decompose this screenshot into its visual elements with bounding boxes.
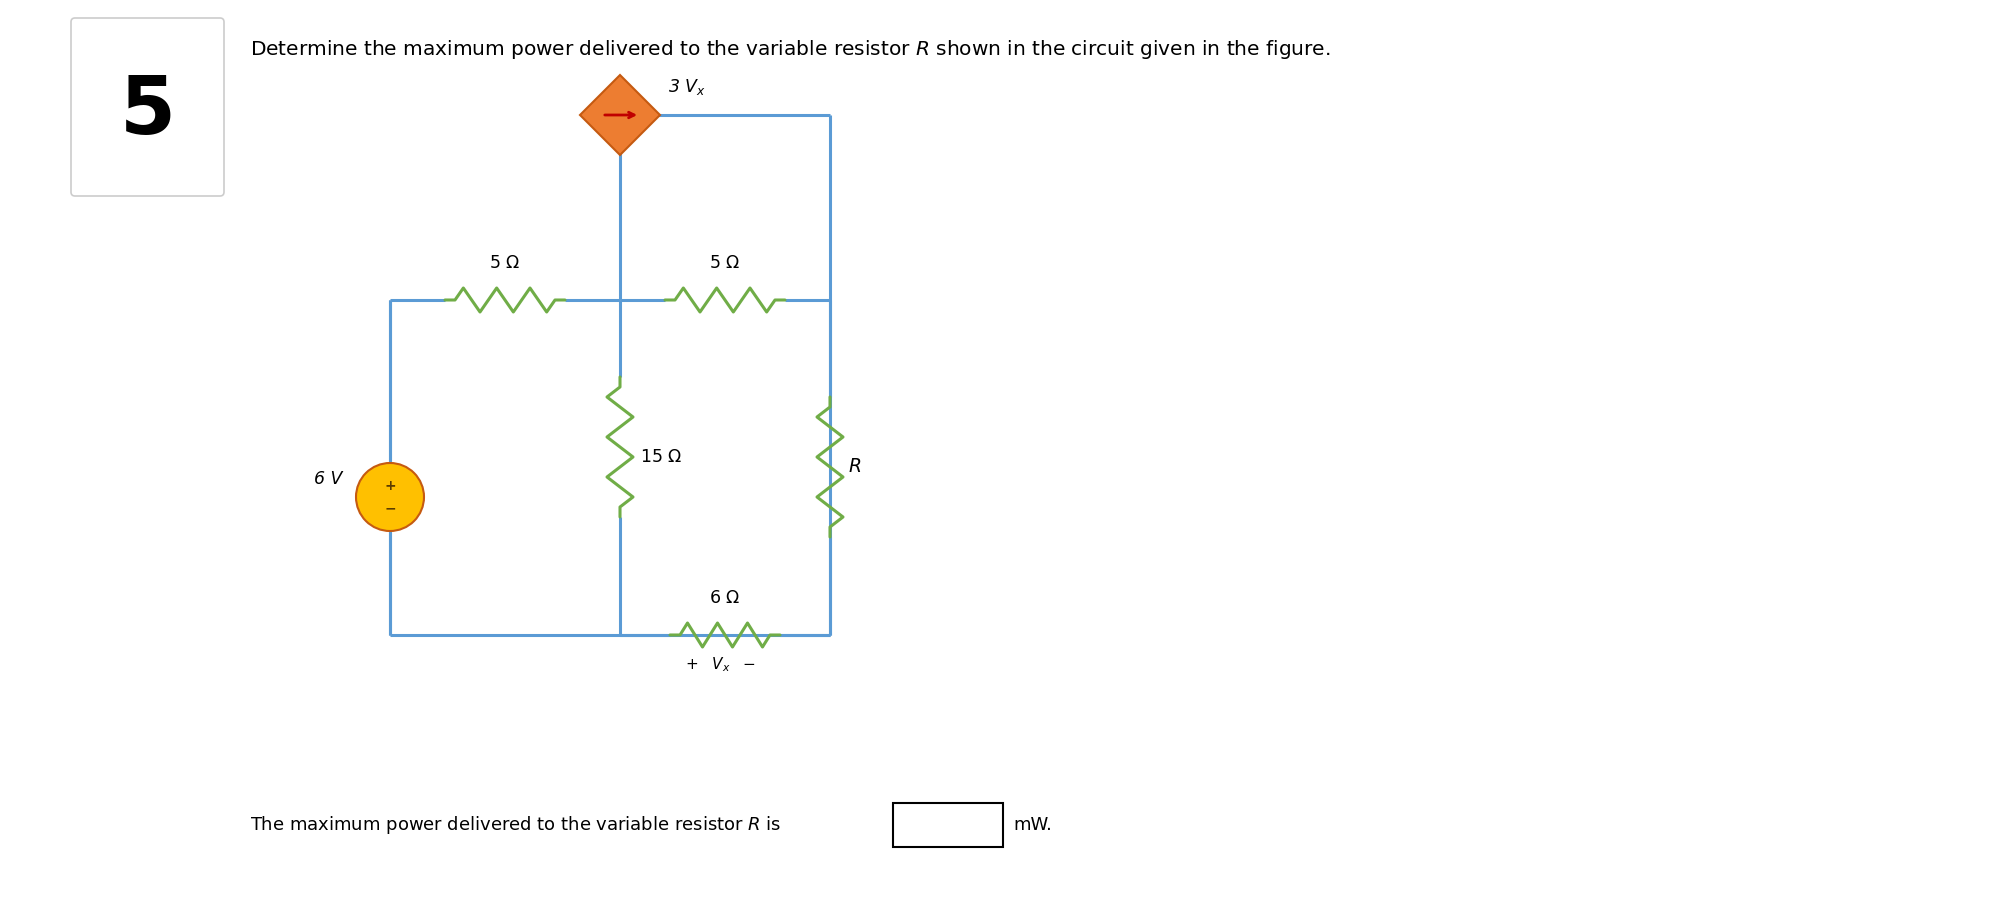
Text: $R$: $R$ [849,457,861,476]
FancyBboxPatch shape [893,803,1003,847]
Text: 6 $\Omega$: 6 $\Omega$ [710,589,740,607]
Text: −: − [384,501,396,515]
Text: 5 $\Omega$: 5 $\Omega$ [710,254,740,272]
Text: $+$ $\;$ $V_x$ $\;$ $-$: $+$ $\;$ $V_x$ $\;$ $-$ [684,655,756,674]
Text: Determine the maximum power delivered to the variable resistor $R$ shown in the : Determine the maximum power delivered to… [249,38,1331,61]
Text: mW.: mW. [1014,816,1052,834]
Text: 5: 5 [119,73,175,151]
FancyBboxPatch shape [70,18,223,196]
Text: +: + [384,479,396,493]
Text: 6 V: 6 V [314,470,342,488]
Polygon shape [579,75,660,155]
Circle shape [356,463,424,531]
Text: 5 $\Omega$: 5 $\Omega$ [489,254,521,272]
Text: The maximum power delivered to the variable resistor $R$ is: The maximum power delivered to the varia… [249,814,782,836]
Text: 15 $\Omega$: 15 $\Omega$ [639,448,682,466]
Text: 3 $V_x$: 3 $V_x$ [668,77,706,97]
